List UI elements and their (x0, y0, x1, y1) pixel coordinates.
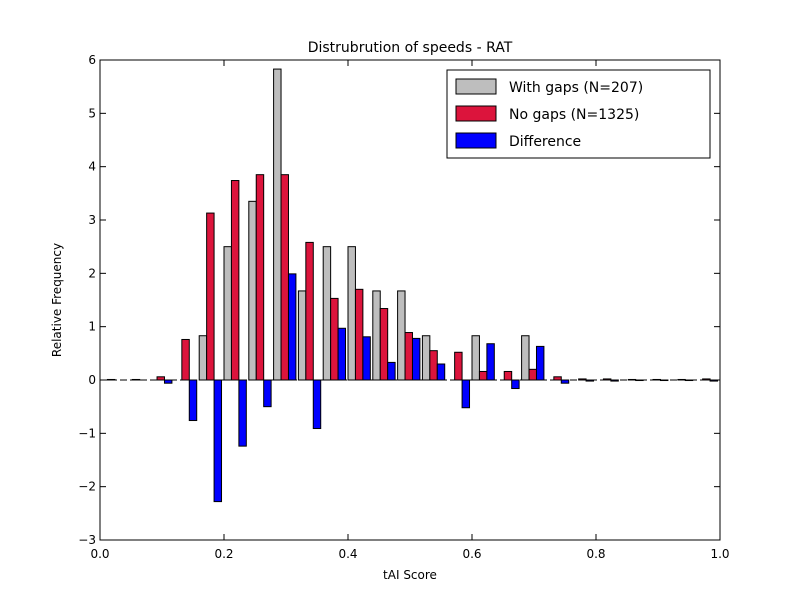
y-tick-label: −3 (78, 533, 96, 547)
bar (223, 246, 232, 381)
bar (421, 335, 431, 381)
y-tick-label: 3 (88, 213, 96, 227)
legend-swatch (455, 105, 497, 122)
bar (521, 335, 530, 381)
y-axis-label: Relative Frequency (50, 243, 64, 357)
bar (198, 335, 208, 381)
bar (535, 345, 545, 381)
bar (372, 290, 381, 381)
x-tick-label: 0.6 (462, 547, 481, 561)
y-tick-label: 6 (88, 53, 96, 67)
bar (255, 174, 265, 381)
series-0 (198, 68, 530, 381)
bar (230, 180, 240, 381)
bar (347, 246, 356, 381)
legend-swatch (455, 78, 497, 95)
bar (553, 376, 562, 381)
bar (411, 337, 421, 381)
bar (287, 273, 297, 381)
x-axis-label: tAI Score (383, 568, 437, 582)
bar (280, 174, 289, 381)
y-tick-label: −1 (78, 426, 96, 440)
x-tick-label: 0.0 (90, 547, 109, 561)
bar (486, 343, 495, 381)
bar (454, 351, 463, 381)
series-2 (163, 273, 719, 503)
bar (362, 336, 371, 381)
bar (188, 379, 198, 422)
bar (263, 379, 272, 408)
bar (213, 379, 223, 503)
bar (387, 361, 396, 381)
bar (478, 370, 488, 381)
ticks: 0.0 0.2 0.4 0.6 0.8 1.0 −3 −2 −1 0 1 2 3 4 5 6 (78, 53, 729, 561)
plot-frame (99, 59, 721, 541)
bar (528, 368, 537, 381)
y-tick-label: 4 (88, 160, 96, 174)
bar (354, 288, 364, 381)
legend-swatch (455, 132, 497, 149)
bar (337, 327, 347, 381)
bar (436, 363, 446, 381)
bar (206, 212, 215, 381)
legend-label: With gaps (N=207) (509, 80, 643, 96)
bar (305, 241, 314, 381)
bar (503, 370, 513, 381)
bar (461, 379, 471, 409)
bar (585, 379, 595, 382)
bar (397, 290, 406, 381)
x-tick-label: 0.4 (338, 547, 357, 561)
x-tick-label: 0.2 (214, 547, 233, 561)
bar (471, 335, 480, 381)
bar (181, 338, 190, 381)
bar (404, 332, 413, 381)
bars (106, 68, 719, 503)
y-tick-label: 1 (88, 320, 96, 334)
legend-label: No gaps (N=1325) (509, 107, 639, 123)
bar (312, 379, 322, 430)
chart-title: Distrubrution of speeds - RAT (308, 40, 513, 56)
bar (322, 246, 332, 381)
series-1 (106, 174, 711, 381)
legend: With gaps (N=207) No gaps (N=1325) Differe… (446, 69, 711, 159)
y-tick-label: 5 (88, 106, 96, 120)
x-tick-label: 0.8 (586, 547, 605, 561)
bar (602, 378, 612, 381)
bar (163, 379, 173, 384)
bar (379, 308, 389, 381)
bar (248, 200, 257, 381)
bar (238, 379, 247, 447)
bar (429, 350, 438, 381)
bar (297, 290, 307, 381)
legend-label: Difference (509, 134, 581, 150)
bar (273, 68, 282, 381)
bar (511, 379, 520, 390)
bar (330, 297, 339, 381)
y-tick-label: 0 (88, 373, 96, 387)
y-tick-label: −2 (78, 480, 96, 494)
x-tick-label: 1.0 (710, 547, 729, 561)
y-tick-label: 2 (88, 266, 96, 280)
